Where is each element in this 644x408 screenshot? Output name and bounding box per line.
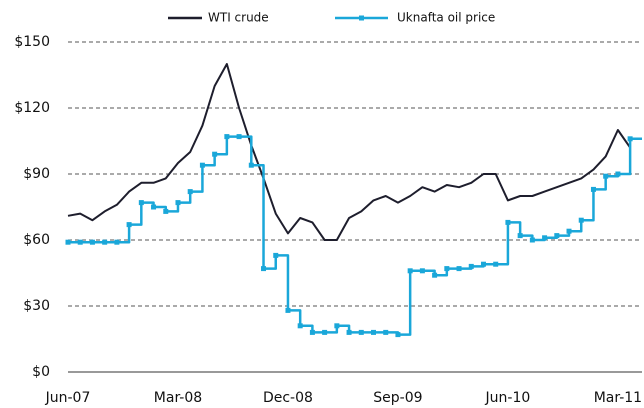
marker — [419, 268, 425, 274]
marker — [627, 136, 633, 142]
x-tick-label: Sep-09 — [373, 390, 422, 406]
marker — [542, 235, 548, 241]
marker — [285, 307, 291, 313]
y-tick-label: $30 — [23, 298, 50, 314]
marker — [248, 162, 254, 168]
marker — [493, 261, 499, 267]
marker — [151, 204, 157, 210]
marker — [322, 329, 328, 335]
marker — [615, 171, 621, 177]
y-tick-label: $60 — [23, 232, 50, 248]
series-line — [67, 63, 631, 241]
marker — [163, 208, 169, 214]
marker — [126, 222, 132, 228]
marker — [334, 323, 340, 329]
marker — [395, 332, 401, 338]
marker — [65, 239, 71, 245]
marker — [517, 233, 523, 239]
marker — [212, 151, 218, 157]
y-tick-label: $0 — [32, 364, 50, 380]
marker — [603, 173, 609, 179]
marker — [505, 219, 511, 225]
marker — [273, 252, 279, 258]
marker — [383, 329, 389, 335]
marker — [578, 217, 584, 223]
marker — [529, 237, 535, 243]
marker — [566, 228, 572, 234]
marker — [358, 329, 364, 335]
y-tick-label: $150 — [14, 34, 50, 50]
marker — [456, 266, 462, 272]
legend-marker — [359, 15, 364, 21]
marker — [138, 200, 144, 206]
x-tick-label: Jun-07 — [45, 390, 91, 406]
marker — [346, 329, 352, 335]
marker — [199, 162, 205, 168]
marker — [480, 261, 486, 267]
x-tick-label: Dec-08 — [263, 390, 313, 406]
marker — [77, 239, 83, 245]
marker — [175, 200, 181, 206]
marker — [432, 272, 438, 278]
marker — [468, 263, 474, 269]
marker — [444, 266, 450, 272]
marker — [309, 329, 315, 335]
marker — [187, 189, 193, 195]
marker — [590, 186, 596, 192]
x-tick-label: Mar-11 — [594, 390, 642, 406]
marker — [407, 268, 413, 274]
legend-label: WTI crude — [208, 11, 269, 25]
marker — [297, 323, 303, 329]
marker — [261, 266, 267, 272]
marker — [89, 239, 95, 245]
x-tick-label: Jun-10 — [485, 390, 531, 406]
marker — [224, 134, 230, 140]
y-tick-label: $120 — [14, 100, 50, 116]
marker — [371, 329, 376, 335]
legend-label: Uknafta oil price — [397, 11, 495, 25]
marker — [236, 134, 242, 140]
marker — [102, 239, 108, 245]
x-tick-label: Mar-08 — [154, 390, 202, 406]
y-tick-label: $90 — [23, 166, 50, 182]
marker — [114, 239, 120, 245]
marker — [554, 233, 560, 239]
